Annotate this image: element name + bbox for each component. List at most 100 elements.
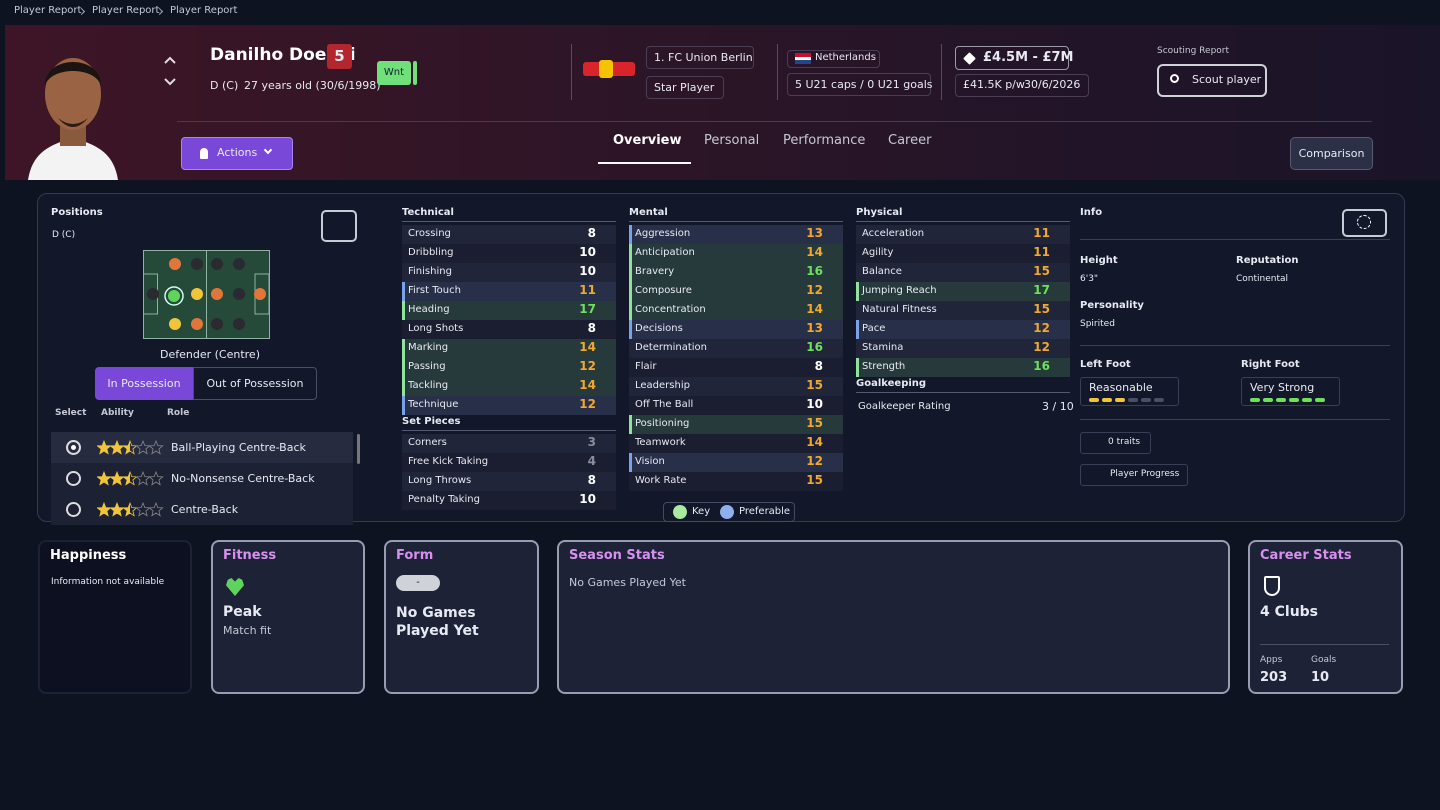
value-range: £4.5M - £7M <box>983 50 1074 65</box>
header-rule <box>177 121 1372 122</box>
attribute-value: 3 <box>587 435 596 449</box>
foot-box <box>1080 377 1179 406</box>
info-rule <box>1080 239 1390 240</box>
tab[interactable]: Overview <box>613 133 682 148</box>
attribute-name: Strength <box>862 361 906 372</box>
attribute-name: Flair <box>635 361 657 372</box>
attribute-row: Jumping Reach 17 <box>856 282 1070 301</box>
attribute-name: Marking <box>408 342 449 353</box>
fitness-text: Match fit <box>223 624 272 637</box>
stars <box>97 471 164 486</box>
role-name-text[interactable]: Ball-Playing Centre-Back <box>171 441 306 454</box>
attribute-row: Free Kick Taking 4 <box>402 453 616 472</box>
reputation-value: Continental <box>1236 274 1289 284</box>
legend-preferable: Preferable <box>739 506 791 517</box>
breadcrumb-item[interactable]: Player Report <box>14 5 82 16</box>
divider <box>571 44 572 100</box>
up-down-arrows[interactable] <box>160 54 180 88</box>
traits-box[interactable] <box>1080 432 1151 454</box>
role-name-text[interactable]: Centre-Back <box>171 503 239 516</box>
highlight-bar <box>402 396 405 415</box>
info-button[interactable] <box>1342 209 1387 237</box>
scout-button[interactable] <box>1157 64 1267 97</box>
attribute-row: Dribbling 10 <box>402 244 616 263</box>
attribute-value: 16 <box>806 340 823 354</box>
attribute-value: 10 <box>806 397 823 411</box>
position: D (C) <box>210 79 239 92</box>
traits[interactable]: 0 traits <box>1108 437 1141 447</box>
attribute-name: Concentration <box>635 304 706 315</box>
reputation-label: Reputation <box>1236 255 1299 266</box>
attribute-name: Jumping Reach <box>862 285 937 296</box>
divider <box>777 44 778 100</box>
attribute-row: Anticipation 14 <box>629 244 843 263</box>
attribute-group-title: Set Pieces <box>402 416 461 427</box>
attribute-value: 12 <box>806 283 823 297</box>
card-title: Fitness <box>223 548 277 563</box>
attribute-row: Pace 12 <box>856 320 1070 339</box>
highlight-bar <box>402 339 405 358</box>
apps: 203 <box>1260 670 1288 685</box>
role-row[interactable]: No-Nonsense Centre-Back <box>51 463 353 494</box>
attribute-row: Strength 16 <box>856 358 1070 377</box>
role-row[interactable]: Centre-Back <box>51 494 353 525</box>
attribute-name: Vision <box>635 456 665 467</box>
tab[interactable]: Career <box>888 133 932 148</box>
attribute-name: Long Shots <box>408 323 464 334</box>
attribute-row: Heading 17 <box>402 301 616 320</box>
attribute-row: Acceleration 11 <box>856 225 1070 244</box>
attribute-value: 11 <box>1033 245 1050 259</box>
attribute-name: Natural Fitness <box>862 304 937 315</box>
attribute-value: 8 <box>587 226 596 240</box>
foot-segment <box>1115 398 1125 402</box>
attribute-value: 4 <box>587 454 596 468</box>
role-scrollbar <box>357 434 360 464</box>
attribute-row: Bravery 16 <box>629 263 843 282</box>
value-box <box>955 46 1069 70</box>
attribute-group-title: Physical <box>856 207 903 218</box>
attribute-value: 10 <box>579 492 596 506</box>
radio[interactable] <box>66 502 81 517</box>
height-value: 6'3" <box>1080 274 1099 284</box>
toggle-on[interactable]: In Possession <box>95 367 193 400</box>
attribute-name: Penalty Taking <box>408 494 480 505</box>
toggle-off[interactable]: Out of Possession <box>193 367 317 400</box>
attribute-row: Finishing 10 <box>402 263 616 282</box>
breadcrumb-item[interactable]: Player Report <box>92 5 160 16</box>
attribute-name: Balance <box>862 266 902 277</box>
attribute-name: First Touch <box>408 285 461 296</box>
tab[interactable]: Performance <box>783 133 866 148</box>
highlight-bar <box>629 244 632 263</box>
attribute-name: Positioning <box>635 418 690 429</box>
foot-value: Very Strong <box>1250 381 1315 394</box>
attribute-value: 17 <box>1033 283 1050 297</box>
radio[interactable] <box>66 440 81 455</box>
role-header: Role <box>167 408 190 418</box>
swap-button[interactable] <box>321 210 357 242</box>
scout-button-label[interactable]: Scout player <box>1192 73 1262 86</box>
foot-segment <box>1263 398 1273 402</box>
attribute-value: 11 <box>1033 226 1050 240</box>
highlight-bar <box>856 282 859 301</box>
attribute-name: Anticipation <box>635 247 695 258</box>
status-badge: Wnt <box>377 61 411 85</box>
actions-label[interactable]: Actions <box>217 146 258 159</box>
legend-dot <box>720 505 734 519</box>
attribute-value: 12 <box>1033 340 1050 354</box>
highlight-bar <box>402 358 405 377</box>
progress-box[interactable] <box>1080 464 1188 486</box>
foot-segment <box>1302 398 1312 402</box>
foot-label: Right Foot <box>1241 359 1300 370</box>
player-progress[interactable]: Player Progress <box>1110 469 1180 479</box>
attribute-row: Agility 11 <box>856 244 1070 263</box>
actions-button[interactable] <box>181 137 293 170</box>
breadcrumb-item[interactable]: Player Report <box>170 5 238 16</box>
role-row[interactable]: Ball-Playing Centre-Back <box>51 432 353 463</box>
attribute-row: Penalty Taking 10 <box>402 491 616 510</box>
attribute-name: Corners <box>408 437 447 448</box>
tab[interactable]: Personal <box>704 133 760 148</box>
radio[interactable] <box>66 471 81 486</box>
role-name-text[interactable]: No-Nonsense Centre-Back <box>171 472 315 485</box>
comparison-button[interactable]: Comparison <box>1290 137 1373 170</box>
attribute-name: Dribbling <box>408 247 454 258</box>
